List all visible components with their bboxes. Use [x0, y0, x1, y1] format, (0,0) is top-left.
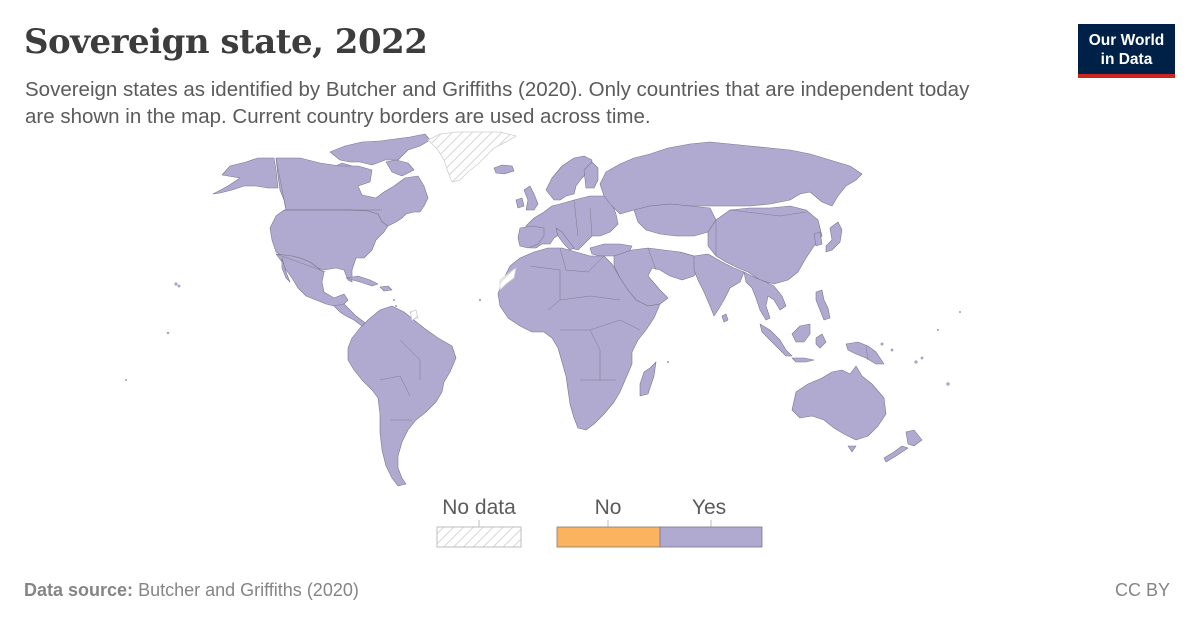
logo-line-2: in Data [1100, 51, 1153, 68]
data-source-label: Data source: [24, 580, 134, 600]
country-madagascar[interactable] [639, 361, 657, 397]
subtitle: Sovereign states as identified by Butche… [25, 78, 970, 128]
data-source-value[interactable]: Butcher and Griffiths (2020) [138, 580, 359, 600]
country-mexico[interactable] [275, 253, 349, 307]
region-greenland-no-data[interactable] [427, 131, 518, 183]
logo-line-1: Our World [1088, 32, 1165, 49]
country-indonesia[interactable] [759, 323, 793, 357]
country-iceland[interactable] [493, 164, 515, 175]
country-new-zealand[interactable] [905, 429, 923, 447]
legend [436, 520, 763, 548]
license[interactable]: CC BY [1114, 580, 1170, 600]
country-usa-alaska[interactable] [212, 157, 279, 195]
country-papua-new-guinea[interactable] [845, 341, 885, 365]
country-uk[interactable] [523, 185, 539, 211]
data-source: Data source: Butcher and Griffiths (2020… [24, 580, 359, 601]
page-title: Sovereign state, 2022 [24, 22, 428, 62]
country-spain-portugal[interactable] [517, 225, 545, 249]
country-philippines[interactable] [815, 289, 831, 321]
country-japan[interactable] [825, 221, 843, 253]
legend-swatch-no[interactable] [556, 526, 661, 548]
country-korea[interactable] [813, 231, 823, 247]
country-kazakhstan[interactable] [633, 203, 717, 237]
country-usa[interactable] [269, 209, 389, 283]
country-southeast-asia[interactable] [743, 271, 787, 321]
legend-swatch-no-data[interactable] [436, 526, 522, 548]
country-india[interactable] [693, 253, 745, 317]
country-australia[interactable] [791, 365, 887, 441]
country-china[interactable] [707, 205, 823, 285]
country-russia[interactable] [599, 141, 863, 215]
owid-logo[interactable]: Our World in Data [1078, 24, 1175, 78]
country-africa[interactable] [497, 247, 661, 431]
country-central-america[interactable] [333, 303, 369, 327]
region-western-sahara-no-data[interactable] [499, 267, 517, 291]
country-europe[interactable] [525, 195, 619, 251]
country-canada-arctic[interactable] [329, 133, 431, 166]
country-ireland[interactable] [515, 197, 525, 209]
country-finland[interactable] [583, 161, 599, 189]
country-italy[interactable] [555, 227, 575, 251]
country-brazil-south-america[interactable] [347, 305, 457, 487]
legend-swatch-yes[interactable] [659, 526, 763, 548]
country-cuba[interactable] [345, 275, 379, 287]
region-french-guiana-no-data[interactable] [409, 309, 419, 321]
country-sri-lanka[interactable] [721, 313, 729, 323]
